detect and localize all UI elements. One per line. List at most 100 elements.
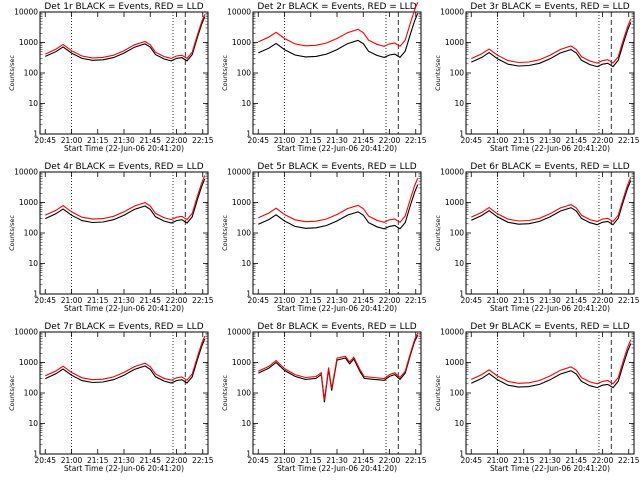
y-axis-label: Counts/sec <box>434 375 442 411</box>
x-tick-label: 21:30 <box>326 296 348 305</box>
x-axis-label: Start Time (22-Jun-06 20:41:20) <box>277 304 397 313</box>
y-tick-label: 1000 <box>445 358 464 367</box>
x-axis-label: Start Time (22-Jun-06 20:41:20) <box>64 304 184 313</box>
series-line-events <box>258 334 419 403</box>
x-tick-label: 20:45 <box>460 296 482 305</box>
x-tick-label: 21:45 <box>565 296 587 305</box>
x-tick-label: 21:00 <box>61 296 83 305</box>
y-tick-label: 100 <box>450 389 465 398</box>
chart-panel-6: Det 6r BLACK = Events, RED = LLD 1 10 100 10… <box>434 162 640 313</box>
x-tick-label: 21:30 <box>326 136 348 145</box>
x-tick-label: 21:00 <box>274 136 296 145</box>
x-tick-label: 22:15 <box>618 456 640 465</box>
x-tick-label: 21:30 <box>113 296 135 305</box>
x-tick-label: 21:30 <box>326 456 348 465</box>
x-tick-label: 22:00 <box>592 296 614 305</box>
x-tick-label: 22:00 <box>166 136 188 145</box>
x-tick-label: 21:15 <box>87 136 109 145</box>
y-tick-label: 1 <box>246 130 251 139</box>
x-tick-label: 22:15 <box>618 296 640 305</box>
chart-title: Det 2r BLACK = Events, RED = LLD <box>257 2 416 12</box>
x-tick-label: 20:45 <box>34 456 56 465</box>
x-tick-label: 21:45 <box>352 296 374 305</box>
x-tick-label: 22:15 <box>405 456 427 465</box>
y-tick-label: 10 <box>28 99 38 108</box>
y-tick-label: 1000 <box>232 198 251 207</box>
y-tick-label: 10 <box>241 419 251 428</box>
y-axis-label: Counts/sec <box>221 375 229 411</box>
y-tick-label: 1 <box>459 450 464 459</box>
x-tick-label: 22:00 <box>166 296 188 305</box>
chart-title: Det 9r BLACK = Events, RED = LLD <box>470 322 629 332</box>
series-line-lld <box>471 177 632 223</box>
x-axis-label: Start Time (22-Jun-06 20:41:20) <box>490 144 610 153</box>
chart-panel-3: Det 3r BLACK = Events, RED = LLD 1 10 100 10… <box>434 2 640 153</box>
y-axis-label: Counts/sec <box>434 55 442 91</box>
x-tick-label: 22:15 <box>192 296 214 305</box>
x-tick-label: 20:45 <box>247 456 269 465</box>
series-line-events <box>45 178 206 224</box>
series-line-events <box>45 338 206 384</box>
chart-title: Det 7r BLACK = Events, RED = LLD <box>44 322 203 332</box>
series-line-lld <box>471 18 632 64</box>
x-tick-label: 20:45 <box>460 136 482 145</box>
series-line-lld <box>258 1 419 48</box>
y-axis-label: Counts/sec <box>8 55 16 91</box>
y-tick-label: 100 <box>237 389 252 398</box>
chart-title: Det 1r BLACK = Events, RED = LLD <box>44 2 203 12</box>
x-tick-label: 22:00 <box>379 296 401 305</box>
x-tick-label: 21:30 <box>539 136 561 145</box>
x-axis-label: Start Time (22-Jun-06 20:41:20) <box>64 464 184 473</box>
x-tick-label: 21:15 <box>513 136 535 145</box>
series-line-events <box>258 12 419 59</box>
x-tick-label: 21:00 <box>487 456 509 465</box>
y-tick-label: 1 <box>459 130 464 139</box>
x-tick-label: 21:45 <box>565 136 587 145</box>
x-tick-label: 21:45 <box>352 136 374 145</box>
y-tick-label: 100 <box>237 69 252 78</box>
plot-frame <box>252 331 422 455</box>
x-tick-label: 21:00 <box>61 136 83 145</box>
x-tick-label: 20:45 <box>247 296 269 305</box>
y-tick-label: 1 <box>459 290 464 299</box>
x-tick-label: 21:00 <box>274 296 296 305</box>
plot-frame <box>465 331 635 455</box>
series-line-lld <box>258 332 419 401</box>
x-tick-label: 22:15 <box>618 136 640 145</box>
x-axis-label: Start Time (22-Jun-06 20:41:20) <box>490 304 610 313</box>
y-tick-label: 10000 <box>227 328 251 337</box>
x-tick-label: 21:15 <box>513 456 535 465</box>
y-tick-label: 10000 <box>440 328 464 337</box>
plot-frame <box>39 11 209 135</box>
series-line-lld <box>45 14 206 60</box>
plot-frame <box>252 171 422 295</box>
y-tick-label: 100 <box>24 389 39 398</box>
x-tick-label: 21:45 <box>139 136 161 145</box>
x-tick-label: 21:45 <box>139 296 161 305</box>
series-line-events <box>471 22 632 68</box>
x-tick-label: 22:15 <box>192 136 214 145</box>
y-tick-label: 10000 <box>227 8 251 17</box>
chart-title: Det 3r BLACK = Events, RED = LLD <box>470 2 629 12</box>
y-axis-label: Counts/sec <box>8 215 16 251</box>
chart-title: Det 4r BLACK = Events, RED = LLD <box>44 162 203 172</box>
chart-panel-5: Det 5r BLACK = Events, RED = LLD 1 10 100 10… <box>221 162 427 313</box>
x-tick-label: 21:00 <box>487 296 509 305</box>
y-tick-label: 1000 <box>445 198 464 207</box>
x-tick-label: 22:00 <box>379 456 401 465</box>
y-tick-label: 10 <box>454 259 464 268</box>
x-tick-label: 22:00 <box>592 456 614 465</box>
chart-title: Det 5r BLACK = Events, RED = LLD <box>257 162 416 172</box>
x-tick-label: 21:45 <box>139 456 161 465</box>
x-tick-label: 22:00 <box>379 136 401 145</box>
x-tick-label: 21:15 <box>87 456 109 465</box>
y-tick-label: 1 <box>33 290 38 299</box>
x-tick-label: 21:00 <box>61 456 83 465</box>
series-line-events <box>471 180 632 226</box>
y-tick-label: 10000 <box>440 8 464 17</box>
y-tick-label: 100 <box>24 229 39 238</box>
x-axis-label: Start Time (22-Jun-06 20:41:20) <box>277 464 397 473</box>
y-tick-label: 100 <box>24 69 39 78</box>
y-tick-label: 10 <box>241 99 251 108</box>
